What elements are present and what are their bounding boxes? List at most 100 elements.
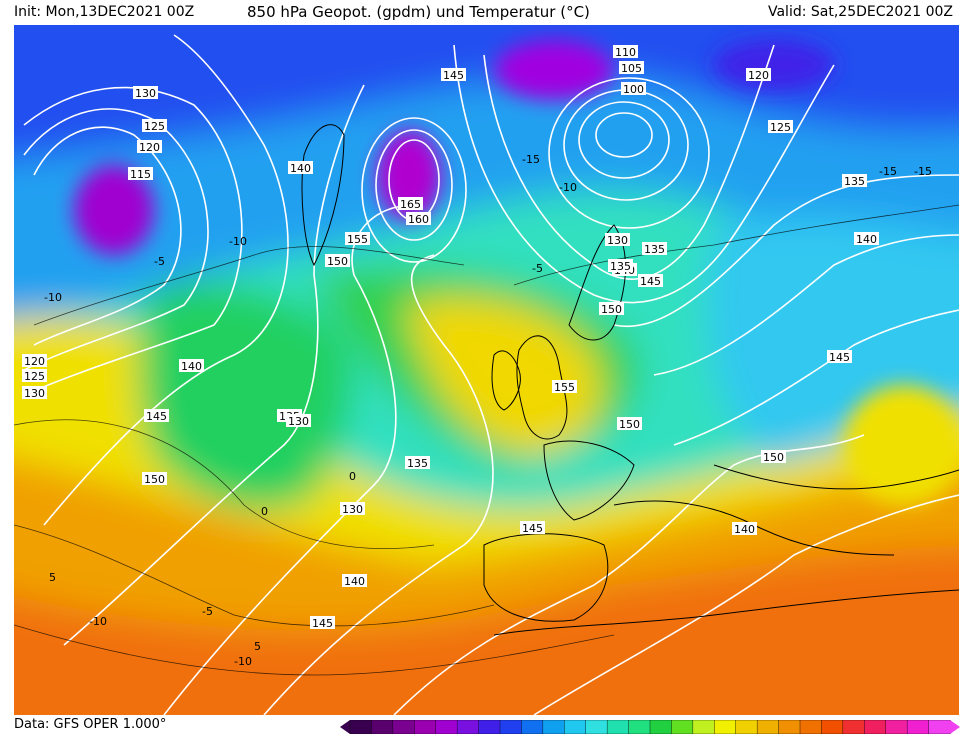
scale-swatch [499, 720, 523, 734]
geopotential-label: 125 [768, 120, 793, 134]
weather-map: 130 125 120 115 140 145 165 160 155 150 110 105 100 1… [14, 25, 959, 715]
svg-text:155: 155 [554, 381, 575, 394]
svg-text:145: 145 [640, 275, 661, 288]
scale-swatch [521, 720, 544, 734]
color-scale-bar [340, 720, 960, 734]
svg-text:120: 120 [748, 69, 769, 82]
geopotential-label: 145 [310, 616, 335, 630]
geopotential-label: 150 [761, 450, 786, 464]
temperature-label: 5 [254, 640, 261, 653]
svg-text:145: 145 [146, 410, 167, 423]
svg-text:120: 120 [24, 355, 45, 368]
temperature-label: -10 [44, 291, 62, 304]
scale-swatch [606, 720, 630, 734]
svg-text:135: 135 [610, 260, 631, 273]
geopotential-labels: 130 125 120 115 140 145 165 160 155 150 110 105 100 1… [22, 45, 879, 630]
scale-swatch [714, 720, 737, 734]
chart-title: 850 hPa Geopot. (gpdm) und Temperatur (°… [247, 3, 590, 21]
scale-swatch [392, 720, 415, 734]
geopotential-label: 150 [617, 417, 642, 431]
svg-text:150: 150 [601, 303, 622, 316]
scale-swatch [906, 720, 930, 734]
geopotential-label: 110 [613, 45, 638, 59]
scale-swatch [756, 720, 780, 734]
geopotential-label: 135 [642, 242, 667, 256]
svg-text:155: 155 [347, 233, 368, 246]
svg-text:110: 110 [615, 46, 636, 59]
scale-swatch [414, 720, 437, 734]
scale-swatch [542, 720, 565, 734]
geopotential-label: 150 [599, 302, 624, 316]
svg-text:135: 135 [844, 175, 865, 188]
scale-swatch [671, 720, 694, 734]
svg-text:140: 140 [856, 233, 877, 246]
svg-text:150: 150 [619, 418, 640, 431]
geopotential-label: 135 [842, 174, 867, 188]
cold-cores [74, 40, 959, 505]
scale-arrow-left [340, 720, 350, 734]
temperature-label: -10 [234, 655, 252, 668]
data-source-label: Data: GFS OPER 1.000° [14, 717, 167, 732]
geopotential-label: 140 [342, 574, 367, 588]
geopotential-label: 150 [325, 254, 350, 268]
geopotential-label: 145 [144, 409, 169, 423]
svg-text:115: 115 [130, 168, 151, 181]
geopotential-label: 145 [520, 521, 545, 535]
geopotential-label: 135 [608, 259, 633, 273]
svg-text:120: 120 [139, 141, 160, 154]
geopotential-label: 150 [142, 472, 167, 486]
init-time-label: Init: Mon,13DEC2021 00Z [14, 4, 195, 20]
temperature-label: -15 [522, 153, 540, 166]
geopotential-label: 125 [22, 369, 47, 383]
geopotential-label: 120 [746, 68, 771, 82]
temperature-label: -10 [229, 235, 247, 248]
scale-swatch [928, 720, 951, 734]
svg-text:150: 150 [763, 451, 784, 464]
temperature-label: 5 [49, 571, 56, 584]
geopotential-label: 120 [137, 140, 162, 154]
geopotential-label: 100 [621, 82, 646, 96]
svg-text:105: 105 [621, 62, 642, 75]
svg-text:130: 130 [288, 415, 309, 428]
scale-swatch [349, 720, 373, 734]
geopotential-label: 140 [854, 232, 879, 246]
scale-swatch [799, 720, 823, 734]
scale-swatch [564, 720, 587, 734]
scale-swatch [778, 720, 801, 734]
svg-text:100: 100 [623, 83, 644, 96]
geopotential-label: 160 [406, 212, 431, 226]
svg-text:130: 130 [607, 234, 628, 247]
geopotential-label: 130 [605, 233, 630, 247]
svg-text:125: 125 [24, 370, 45, 383]
scale-swatch [821, 720, 844, 734]
svg-text:140: 140 [344, 575, 365, 588]
svg-text:150: 150 [144, 473, 165, 486]
temperature-label: 0 [349, 470, 356, 483]
scale-swatch [885, 720, 908, 734]
svg-text:165: 165 [400, 198, 421, 211]
svg-text:125: 125 [770, 121, 791, 134]
svg-text:135: 135 [644, 243, 665, 256]
svg-text:140: 140 [734, 523, 755, 536]
geopotential-label: 145 [441, 68, 466, 82]
geopotential-label: 140 [732, 522, 757, 536]
geopotential-label: 135 [405, 456, 430, 470]
scale-arrow-right [950, 720, 960, 734]
geopotential-label: 130 [286, 414, 311, 428]
map-panel: 130 125 120 115 140 145 165 160 155 150 110 105 100 1… [14, 25, 959, 715]
svg-text:130: 130 [135, 87, 156, 100]
scale-swatch [456, 720, 480, 734]
svg-text:150: 150 [327, 255, 348, 268]
geopotential-label: 145 [827, 350, 852, 364]
geopotential-label: 165 [398, 197, 423, 211]
scale-swatch [842, 720, 865, 734]
scale-swatch [864, 720, 887, 734]
geopotential-label: 130 [133, 86, 158, 100]
temperature-label: -15 [879, 165, 897, 178]
temperature-label: 0 [261, 505, 268, 518]
geopotential-label: 145 [638, 274, 663, 288]
geopotential-label: 120 [22, 354, 47, 368]
temperature-label: -5 [202, 605, 213, 618]
